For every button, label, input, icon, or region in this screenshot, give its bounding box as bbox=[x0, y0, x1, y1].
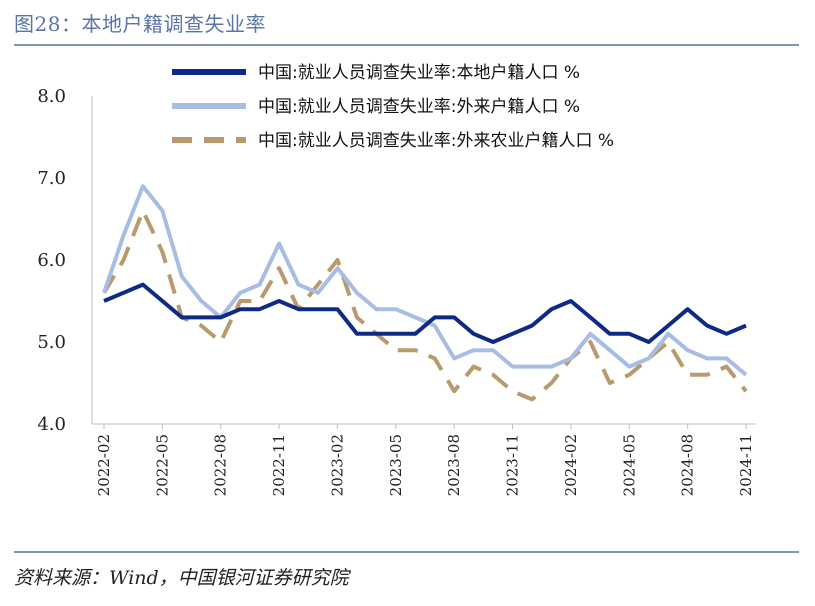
chart-series bbox=[102, 184, 748, 402]
x-tick-label: 2023-11 bbox=[504, 434, 522, 496]
x-tick-label: 2024-11 bbox=[737, 434, 755, 496]
x-tick-label: 2022-08 bbox=[212, 434, 230, 496]
bottom-rule bbox=[14, 551, 799, 553]
legend-label-2: 中国:就业人员调查失业率:外来农业户籍人口 % bbox=[258, 131, 614, 151]
series-line-2 bbox=[102, 208, 748, 402]
x-tick-label: 2023-02 bbox=[328, 434, 346, 496]
y-tick-label: 8.0 bbox=[37, 86, 66, 107]
series-line-0 bbox=[103, 282, 747, 344]
x-tick-label: 2023-08 bbox=[445, 434, 463, 496]
top-rule bbox=[14, 44, 799, 46]
source-note: 资料来源：Wind，中国银河证券研究院 bbox=[14, 567, 349, 589]
series-line-1 bbox=[102, 184, 748, 377]
y-tick-label: 6.0 bbox=[37, 250, 66, 271]
y-tick-label: 7.0 bbox=[37, 168, 66, 189]
x-tick-label: 2024-02 bbox=[562, 434, 580, 496]
figure-title: 图28：本地户籍调查失业率 bbox=[14, 12, 266, 36]
chart-legend: 中国:就业人员调查失业率:本地户籍人口 % 中国:就业人员调查失业率:外来户籍人口… bbox=[172, 63, 614, 151]
y-tick-label: 5.0 bbox=[37, 332, 66, 353]
y-tick-label: 4.0 bbox=[37, 414, 66, 435]
legend-label-0: 中国:就业人员调查失业率:本地户籍人口 % bbox=[258, 63, 580, 83]
x-tick-label: 2022-02 bbox=[95, 434, 113, 496]
x-tick-label: 2022-11 bbox=[270, 434, 288, 496]
x-tick-label: 2022-05 bbox=[153, 434, 171, 496]
x-tick-label: 2024-08 bbox=[679, 434, 697, 496]
x-tick-label: 2024-05 bbox=[620, 434, 638, 496]
legend-label-1: 中国:就业人员调查失业率:外来户籍人口 % bbox=[258, 97, 580, 117]
x-tick-label: 2023-05 bbox=[387, 434, 405, 496]
chart-axes: 8.0 7.0 6.0 5.0 4.0 2022-02 2022-05 2022-08 2022… bbox=[37, 86, 756, 496]
